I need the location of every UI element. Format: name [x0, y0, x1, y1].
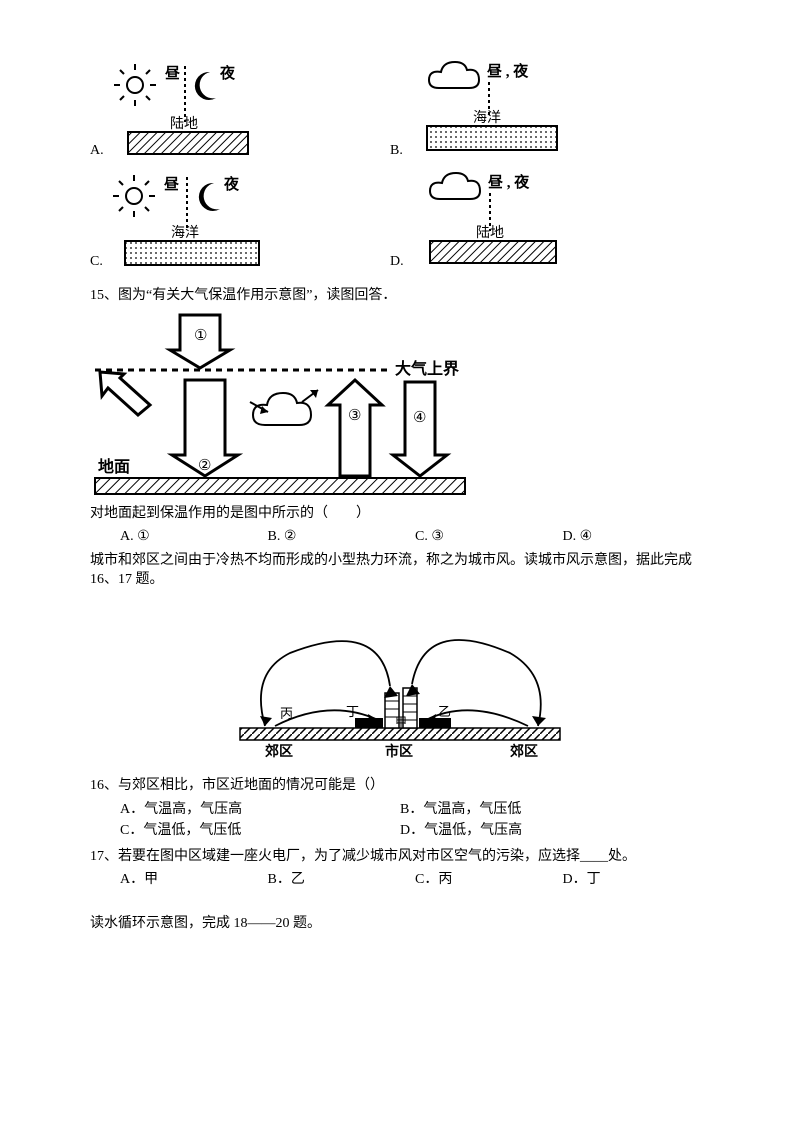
- q15-opt-a: A. ①: [120, 527, 268, 547]
- q14-label-b: B.: [390, 141, 403, 161]
- q15-diagram: 大气上界 地面 ① ② ③ ④: [90, 310, 710, 500]
- q17-opt-d: D．丁: [563, 870, 711, 890]
- svg-text:①: ①: [194, 328, 207, 344]
- q17-opt-c: C．丙: [415, 870, 563, 890]
- q14-panel-d: 昼 , 夜 陆地: [410, 171, 570, 276]
- q17-opt-a: A．甲: [120, 870, 268, 890]
- svg-text:昼 , 夜: 昼 , 夜: [488, 173, 530, 191]
- svg-text:④: ④: [413, 410, 426, 426]
- q14-panel-c: 昼 夜 海洋: [109, 171, 269, 276]
- svg-text:昼: 昼: [164, 176, 179, 193]
- q14-label-c: C.: [90, 252, 103, 272]
- svg-text:②: ②: [198, 458, 211, 474]
- city-wind-diagram: 郊区 市区 郊区 丙 丁 甲 乙: [90, 598, 710, 768]
- svg-text:陆地: 陆地: [170, 116, 198, 132]
- q16-opt-a: A．气温高，气压高: [120, 800, 400, 820]
- q15-stem: 15、图为“有关大气保温作用示意图”，读图回答．: [90, 286, 710, 306]
- svg-text:市区: 市区: [385, 743, 413, 760]
- svg-text:郊区: 郊区: [265, 743, 293, 760]
- svg-text:③: ③: [348, 408, 361, 424]
- q16-17-intro: 城市和郊区之间由于冷热不均而形成的小型热力环流，称之为城市风。读城市风示意图，据…: [90, 551, 710, 590]
- svg-text:甲: 甲: [395, 715, 407, 729]
- svg-text:陆地: 陆地: [476, 225, 504, 241]
- q14-panel-a: 昼 夜 陆地: [110, 60, 260, 165]
- q15-opt-c: C. ③: [415, 527, 563, 547]
- q16-opt-c: C．气温低，气压低: [120, 821, 400, 841]
- svg-text:郊区: 郊区: [510, 743, 538, 760]
- q15-opt-d: D. ④: [563, 527, 711, 547]
- q17-stem: 17、若要在图中区域建一座火电厂，为了减少城市风对市区空气的污染，应选择____…: [90, 847, 710, 867]
- q16-opt-d: D．气温低，气压高: [400, 821, 680, 841]
- svg-text:地面: 地面: [98, 457, 130, 476]
- svg-text:夜: 夜: [219, 64, 236, 82]
- q18-20-intro: 读水循环示意图，完成 18——20 题。: [90, 914, 710, 934]
- q14-panel-b: 昼 , 夜 海洋: [409, 60, 569, 165]
- q16-opt-b: B．气温高，气压低: [400, 800, 680, 820]
- svg-text:大气上界: 大气上界: [395, 359, 459, 378]
- svg-text:夜: 夜: [223, 175, 240, 193]
- q16-stem: 16、与郊区相比，市区近地面的情况可能是（）: [90, 776, 710, 796]
- q17-opt-b: B．乙: [268, 870, 416, 890]
- q14-label-a: A.: [90, 141, 104, 161]
- svg-text:昼: 昼: [165, 65, 180, 82]
- q15-opt-b: B. ②: [268, 527, 416, 547]
- q16-options: A．气温高，气压高 B．气温高，气压低 C．气温低，气压低 D．气温低，气压高: [120, 800, 710, 843]
- q17-options: A．甲 B．乙 C．丙 D．丁: [120, 870, 710, 890]
- q14-label-d: D.: [390, 252, 404, 272]
- q14-diagrams: A. 昼: [90, 60, 710, 276]
- q15-prompt: 对地面起到保温作用的是图中所示的（ ）: [90, 504, 710, 524]
- svg-text:海洋: 海洋: [473, 110, 501, 126]
- svg-text:昼 , 夜: 昼 , 夜: [487, 62, 529, 80]
- svg-text:海洋: 海洋: [171, 225, 199, 241]
- q15-options: A. ① B. ② C. ③ D. ④: [120, 527, 710, 547]
